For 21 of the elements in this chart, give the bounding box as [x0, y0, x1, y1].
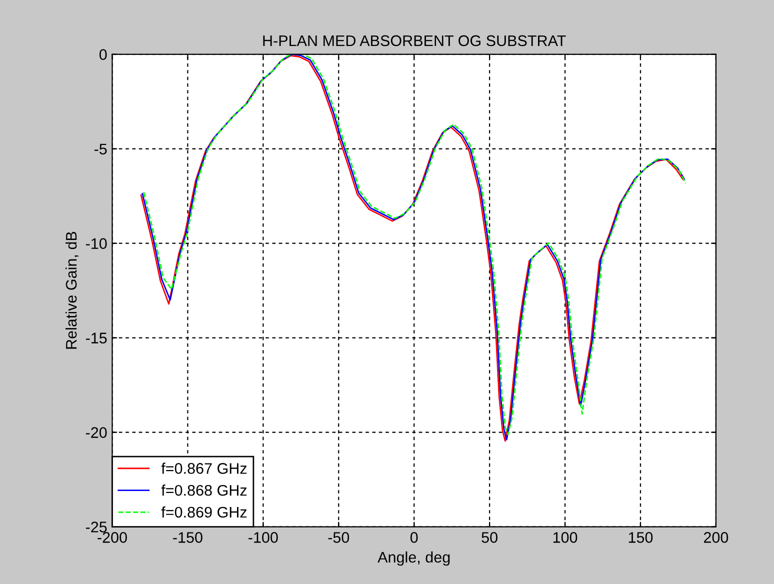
x-tick-label: 200: [704, 532, 728, 543]
legend-label: f=0.867 GHz: [161, 462, 247, 474]
y-tick-label: -5: [94, 144, 107, 154]
legend-label: f=0.869 GHz: [161, 506, 247, 518]
x-tick-label: 100: [553, 532, 578, 543]
x-tick-label: -150: [173, 532, 202, 543]
x-tick-label: -100: [248, 532, 278, 543]
x-tick-label: -50: [328, 532, 350, 543]
x-axis-title: Angle, deg: [378, 551, 450, 566]
x-tick-label: 150: [628, 532, 653, 543]
y-tick-label: -10: [86, 238, 107, 249]
y-tick-label: -25: [86, 522, 107, 532]
x-tick-label: 0: [410, 532, 418, 543]
x-tick-label: 50: [482, 532, 498, 543]
legend-label: f=0.868 GHz: [161, 484, 247, 496]
x-tick-label: -200: [98, 532, 127, 543]
y-tick-label: -20: [86, 427, 107, 438]
chart-title: H-PLAN MED ABSORBENT OG SUBSTRAT: [263, 35, 566, 46]
y-tick-label: 0: [99, 49, 107, 60]
y-axis-title: Relative Gain, dB: [65, 232, 79, 349]
y-tick-label: -15: [86, 332, 107, 344]
